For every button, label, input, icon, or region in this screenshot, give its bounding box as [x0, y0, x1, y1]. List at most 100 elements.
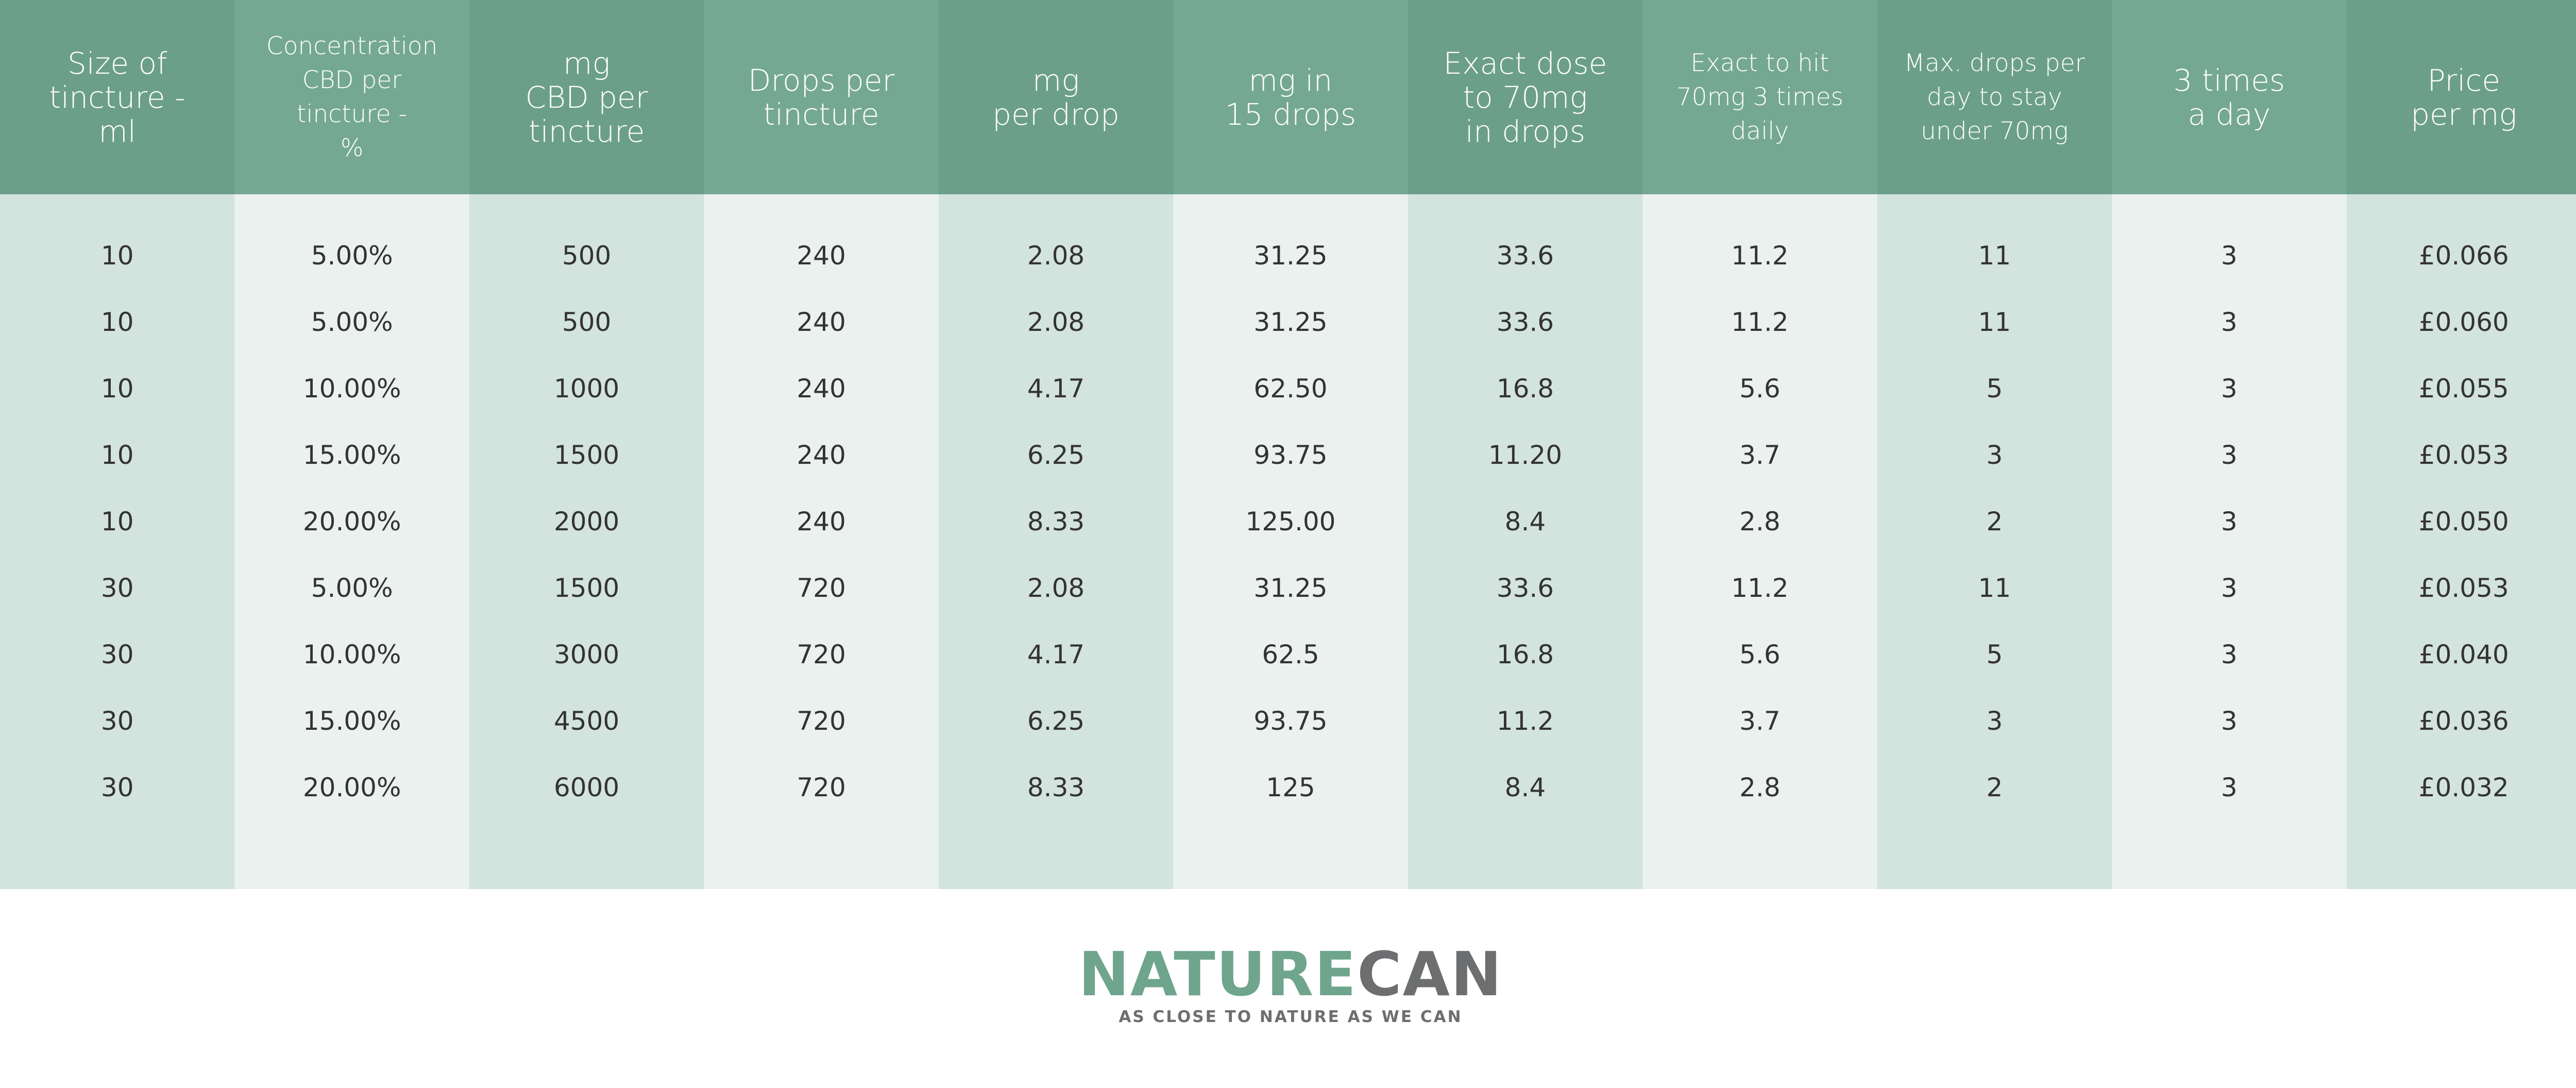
table-cell: 31.25: [1253, 573, 1328, 603]
column-header: Price per mg: [2346, 0, 2576, 194]
column-body: 2.08 2.08 4.17 6.25 8.33 2.08 4.17 6.25 8.33: [938, 194, 1174, 889]
table-column: Concentration CBD per tincture - % 5.00% 5…: [234, 0, 469, 889]
table-cell: 62.50: [1253, 373, 1328, 404]
table-column: Exact dose to 70mg in drops 33.6 33.6 16.8 1…: [1408, 0, 1643, 889]
table-cell: £0.050: [2418, 506, 2509, 537]
table-cell: 4.17: [1027, 373, 1085, 404]
table-cell: 240: [796, 240, 846, 271]
column-body: 240 240 240 240 240 720 720 720 720: [704, 194, 939, 889]
table-cell: 31.25: [1253, 240, 1328, 271]
table-cell: 11: [1978, 307, 2011, 337]
column-body: £0.066 £0.060 £0.055 £0.053 £0.050 £0.053 £0.0…: [2346, 194, 2576, 889]
table-cell: 2.08: [1027, 573, 1085, 603]
table-cell: 11: [1978, 240, 2011, 271]
table-cell: 3: [2221, 440, 2238, 470]
table-cell: 11: [1978, 573, 2011, 603]
table-cell: 10: [100, 240, 134, 271]
table-cell: 20.00%: [302, 506, 401, 537]
table-cell: 10.00%: [302, 373, 401, 404]
table-cell: 31.25: [1253, 307, 1328, 337]
brand-tagline: AS CLOSE TO NATURE AS WE CAN: [1118, 1008, 1463, 1026]
table-cell: 8.4: [1504, 772, 1546, 802]
table-cell: 720: [796, 573, 846, 603]
table-cell: 5.00%: [311, 573, 393, 603]
column-header: Exact dose to 70mg in drops: [1408, 0, 1643, 194]
table-cell: 5: [1986, 373, 2003, 404]
table-cell: 125.00: [1245, 506, 1336, 537]
table-cell: 4.17: [1027, 639, 1085, 669]
column-body: 500 500 1000 1500 2000 1500 3000 4500 6000: [469, 194, 704, 889]
table-cell: 2: [1986, 506, 2003, 537]
table-cell: 240: [796, 440, 846, 470]
table-cell: 8.4: [1504, 506, 1546, 537]
column-body: 11 11 5 3 2 11 5 3 2: [1877, 194, 2112, 889]
table-column: mg CBD per tincture 500 500 1000 1500 2000 150…: [469, 0, 704, 889]
table-cell: 3.7: [1739, 440, 1781, 470]
table-cell: 93.75: [1253, 440, 1328, 470]
table-cell: 10: [100, 307, 134, 337]
table-cell: £0.053: [2418, 573, 2509, 603]
table-cell: 5: [1986, 639, 2003, 669]
table-cell: 4500: [554, 706, 620, 736]
table-column: Drops per tincture 240 240 240 240 240 720 720 7…: [704, 0, 939, 889]
table-cell: 16.8: [1496, 373, 1554, 404]
table-cell: 1000: [554, 373, 620, 404]
table-column: Price per mg £0.066 £0.060 £0.055 £0.053 £0.0…: [2346, 0, 2576, 889]
column-header: 3 times a day: [2112, 0, 2347, 194]
table-cell: £0.055: [2418, 373, 2509, 404]
table-cell: 10.00%: [302, 639, 401, 669]
table-cell: 30: [100, 706, 134, 736]
table-cell: 16.8: [1496, 639, 1554, 669]
column-body: 5.00% 5.00% 10.00% 15.00% 20.00% 5.00% 10.00% 1…: [234, 194, 469, 889]
table-cell: 3: [2221, 639, 2238, 669]
table-cell: 500: [562, 240, 612, 271]
table-cell: £0.053: [2418, 440, 2509, 470]
table-cell: 33.6: [1496, 573, 1554, 603]
table-cell: 20.00%: [302, 772, 401, 802]
table-cell: 33.6: [1496, 240, 1554, 271]
table-cell: 6.25: [1027, 706, 1085, 736]
table-cell: 3: [2221, 573, 2238, 603]
table-cell: 2.8: [1739, 506, 1781, 537]
table-cell: 240: [796, 307, 846, 337]
column-header: Exact to hit 70mg 3 times daily: [1642, 0, 1877, 194]
table-cell: 5.00%: [311, 240, 393, 271]
table-cell: 2.08: [1027, 307, 1085, 337]
table-cell: £0.040: [2418, 639, 2509, 669]
column-header: mg in 15 drops: [1173, 0, 1408, 194]
table-cell: 6000: [554, 772, 620, 802]
table-cell: 3: [2221, 772, 2238, 802]
table-cell: 11.2: [1731, 573, 1789, 603]
table-column: Size of tincture - ml 10 10 10 10 10 30 30 30 30: [0, 0, 235, 889]
table-cell: 5.00%: [311, 307, 393, 337]
table-cell: 500: [562, 307, 612, 337]
table-cell: 6.25: [1027, 440, 1085, 470]
table-column: Max. drops per day to stay under 70mg 11 1…: [1877, 0, 2112, 889]
table-cell: 15.00%: [302, 440, 401, 470]
table-cell: 5.6: [1739, 373, 1781, 404]
table-cell: 720: [796, 639, 846, 669]
logo-part: NATURE: [1078, 939, 1357, 1010]
table-cell: £0.032: [2418, 772, 2509, 802]
table-cell: 720: [796, 772, 846, 802]
table-cell: 30: [100, 772, 134, 802]
table-column: mg in 15 drops 31.25 31.25 62.50 93.75 125.00…: [1173, 0, 1408, 889]
column-header: Size of tincture - ml: [0, 0, 235, 194]
column-header: Drops per tincture: [704, 0, 939, 194]
table-cell: £0.036: [2418, 706, 2509, 736]
column-body: 11.2 11.2 5.6 3.7 2.8 11.2 5.6 3.7 2.8: [1642, 194, 1877, 889]
table-cell: 2.08: [1027, 240, 1085, 271]
table-cell: 125: [1266, 772, 1315, 802]
table-cell: 3: [2221, 373, 2238, 404]
table-cell: 15.00%: [302, 706, 401, 736]
table-cell: £0.066: [2418, 240, 2509, 271]
dosage-table: Size of tincture - ml 10 10 10 10 10 30 30 30 30 C…: [0, 0, 2576, 889]
brand-logo: NATURECAN: [0, 938, 2576, 1010]
table-cell: 3: [2221, 506, 2238, 537]
column-body: 3 3 3 3 3 3 3 3 3: [2112, 194, 2347, 889]
logo-part: CAN: [1357, 939, 1503, 1010]
table-cell: 11.2: [1731, 240, 1789, 271]
table-cell: 3: [1986, 706, 2003, 736]
table-cell: 93.75: [1253, 706, 1328, 736]
